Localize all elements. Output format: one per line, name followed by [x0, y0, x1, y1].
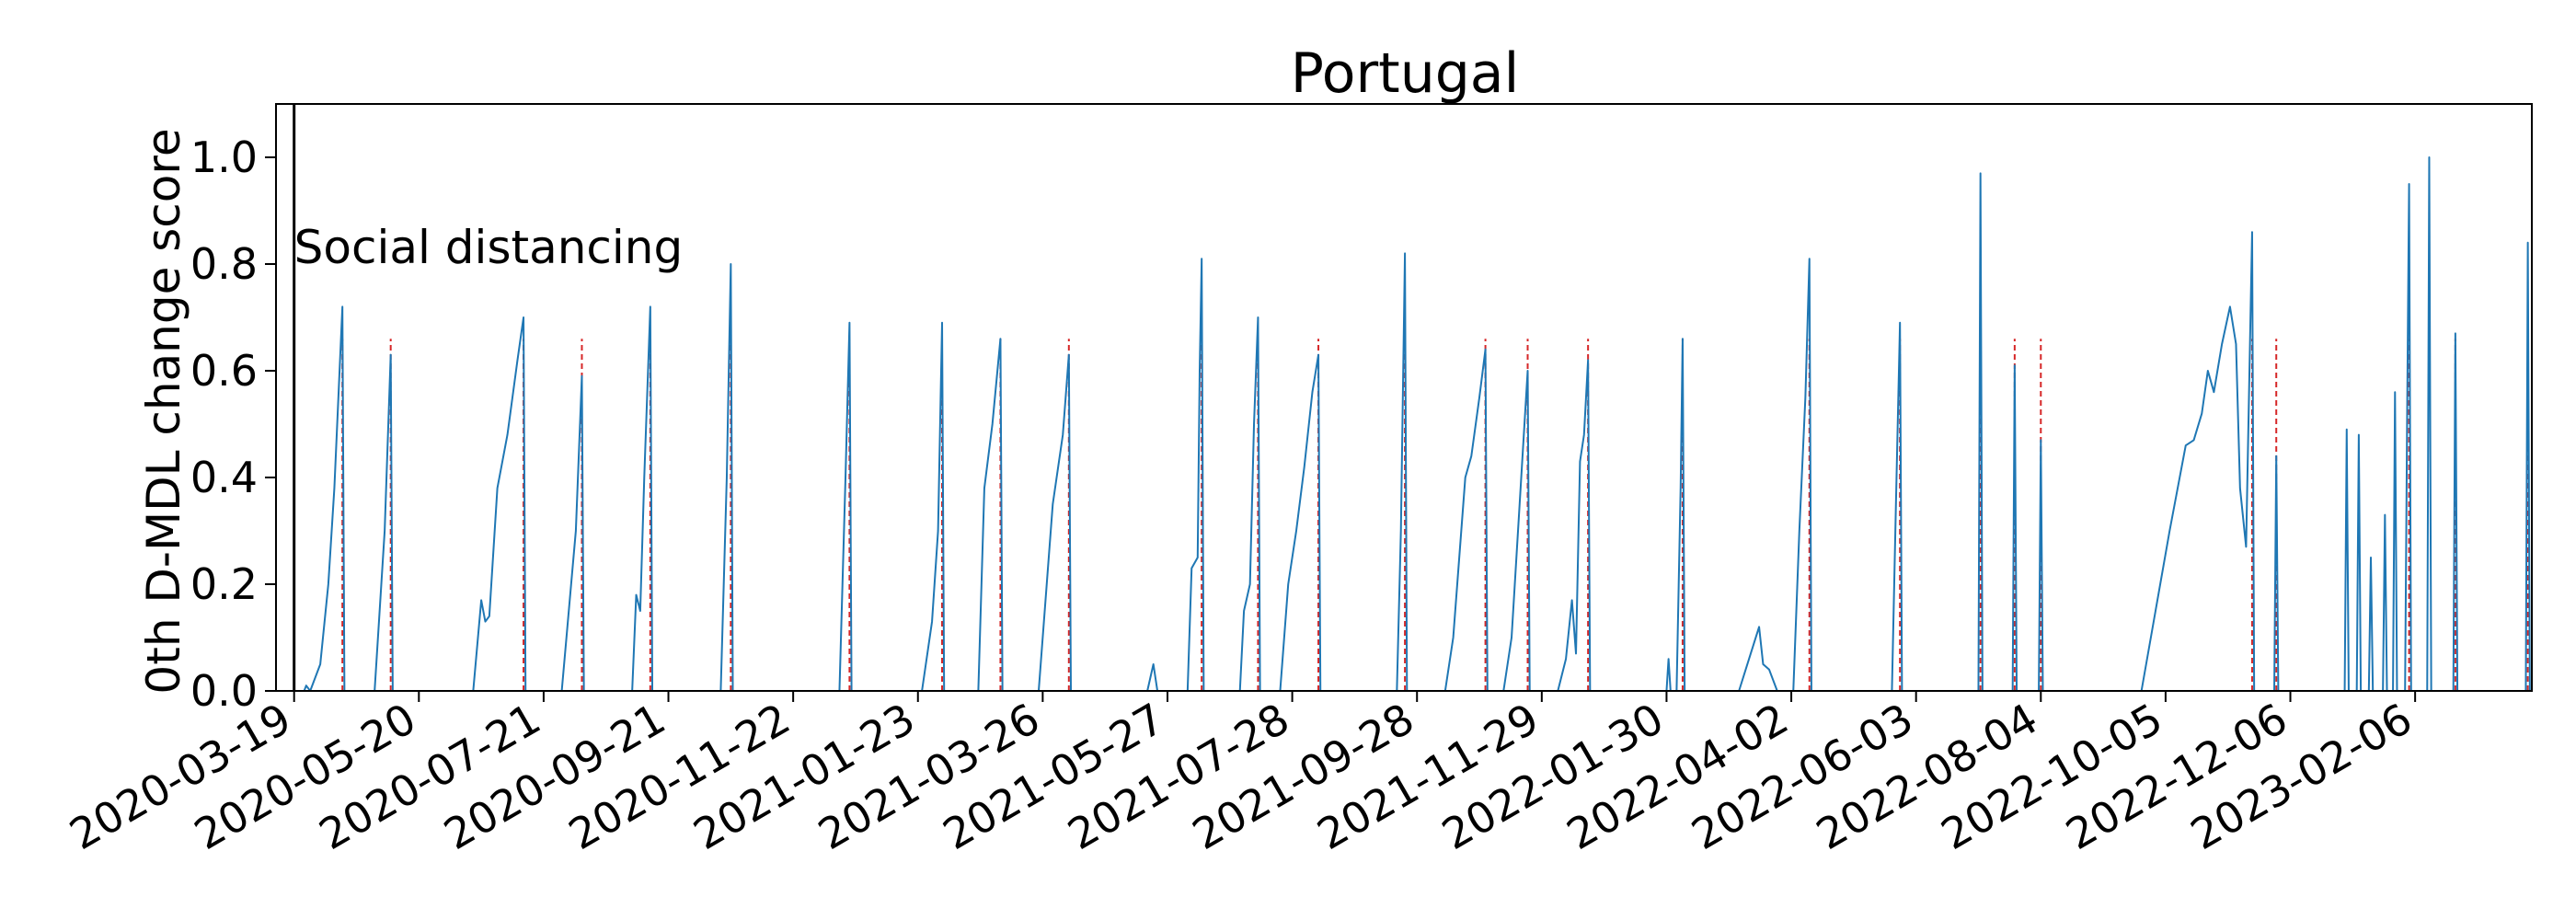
y-tick-label-5: 1.0 — [190, 132, 258, 182]
y-tick-label-2: 0.4 — [190, 453, 258, 502]
chart-title: Portugal — [1291, 41, 1520, 106]
y-tick-label-1: 0.2 — [190, 559, 258, 609]
axes-frame — [275, 103, 2533, 692]
y-axis-label: 0th D-MDL change score — [137, 128, 190, 694]
y-tick-label-0: 0.0 — [190, 666, 258, 716]
y-tick-label-3: 0.6 — [190, 346, 258, 396]
event-label: Social distancing — [294, 221, 684, 274]
plot-area: Social distancing — [293, 104, 2531, 692]
y-tick-label-4: 0.8 — [190, 239, 258, 289]
